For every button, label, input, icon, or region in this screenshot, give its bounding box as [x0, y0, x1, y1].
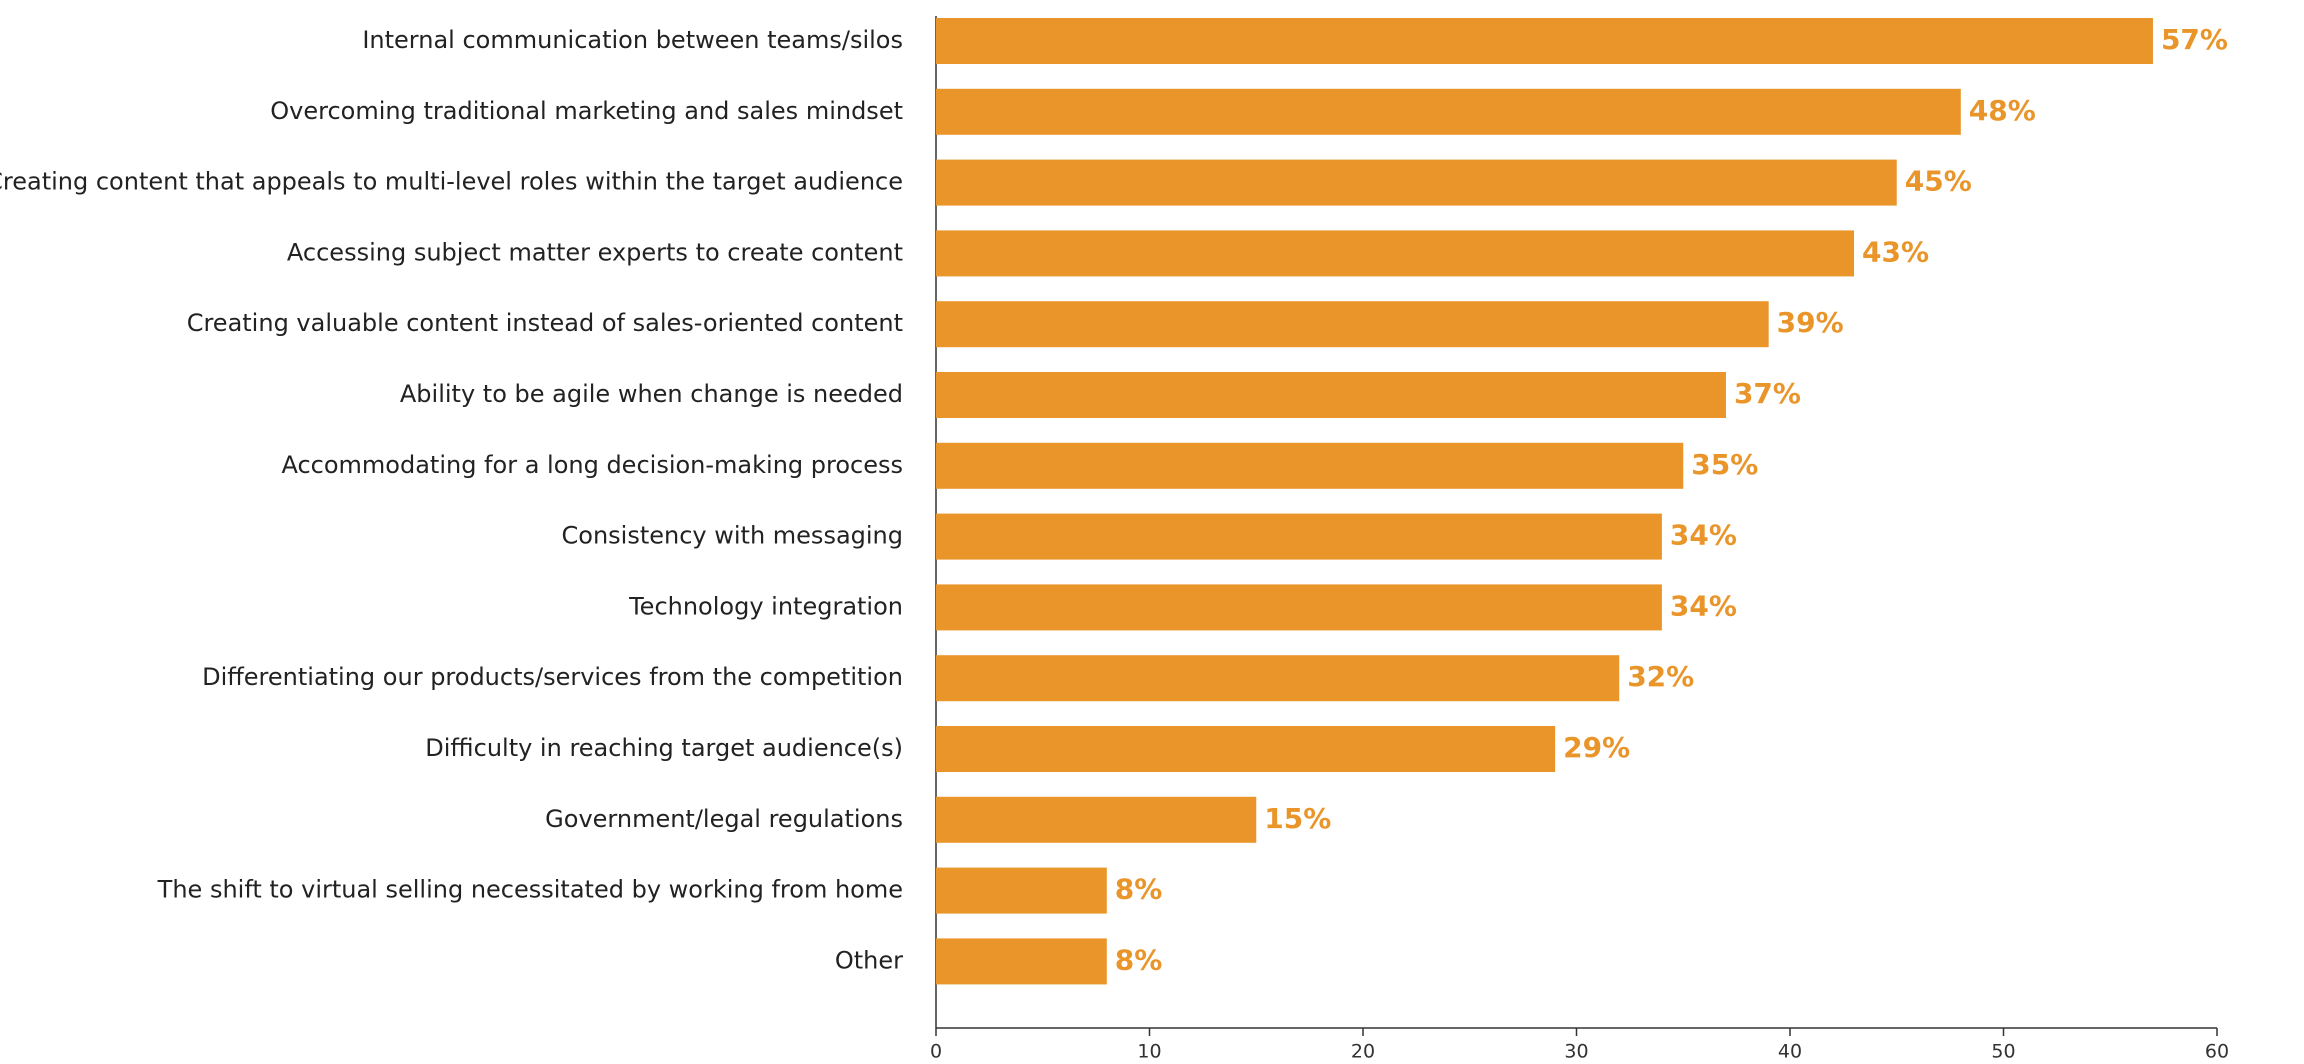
x-tick-label: 30 [1564, 1041, 1588, 1063]
x-tick-label: 40 [1778, 1041, 1802, 1063]
bar [936, 867, 1107, 914]
y-tick-label: Technology integration [628, 592, 903, 620]
value-label: 48% [1969, 94, 2036, 127]
y-tick-label: Ability to be agile when change is neede… [400, 380, 903, 408]
bar [936, 88, 1961, 135]
y-tick-label: Government/legal regulations [545, 805, 903, 833]
y-tick-label: Internal communication between teams/sil… [362, 26, 903, 54]
bar [936, 18, 2153, 64]
value-label: 29% [1563, 731, 1630, 764]
x-tick-label: 50 [1991, 1041, 2015, 1063]
value-label: 15% [1264, 802, 1331, 835]
bar [936, 796, 1257, 843]
value-label: 43% [1862, 235, 1929, 268]
bar [936, 230, 1855, 277]
y-tick-label: Consistency with messaging [562, 522, 904, 550]
value-label: 37% [1734, 377, 1801, 410]
value-label: 32% [1627, 660, 1694, 693]
value-label: 39% [1777, 306, 1844, 339]
value-label: 34% [1670, 519, 1737, 552]
bar [936, 159, 1897, 206]
bar [936, 513, 1662, 560]
y-tick-label: Other [835, 946, 903, 974]
bar [936, 301, 1769, 348]
value-label: 8% [1115, 943, 1163, 976]
value-label: 35% [1691, 448, 1758, 481]
value-label: 34% [1670, 589, 1737, 622]
x-tick-label: 60 [2205, 1041, 2229, 1063]
y-tick-label: Accessing subject matter experts to crea… [287, 238, 903, 266]
y-tick-label: Difficulty in reaching target audience(s… [425, 734, 903, 762]
bar [936, 655, 1620, 702]
y-tick-label: The shift to virtual selling necessitate… [157, 876, 903, 904]
y-tick-label: Creating valuable content instead of sal… [187, 309, 903, 337]
bar [936, 938, 1107, 985]
x-tick-label: 0 [930, 1041, 942, 1063]
y-tick-label: Differentiating our products/services fr… [202, 663, 903, 691]
y-tick-label: Overcoming traditional marketing and sal… [270, 97, 903, 125]
value-label: 8% [1115, 873, 1163, 906]
bar [936, 584, 1662, 631]
y-tick-label: Creating content that appeals to multi-l… [0, 168, 903, 196]
bar [936, 726, 1556, 772]
bar [936, 372, 1726, 418]
value-label: 45% [1905, 165, 1972, 198]
bar [936, 442, 1684, 489]
x-tick-label: 20 [1351, 1041, 1375, 1063]
x-tick-label: 10 [1137, 1041, 1161, 1063]
y-tick-label: Accommodating for a long decision-making… [281, 451, 903, 479]
value-label: 57% [2161, 23, 2228, 56]
